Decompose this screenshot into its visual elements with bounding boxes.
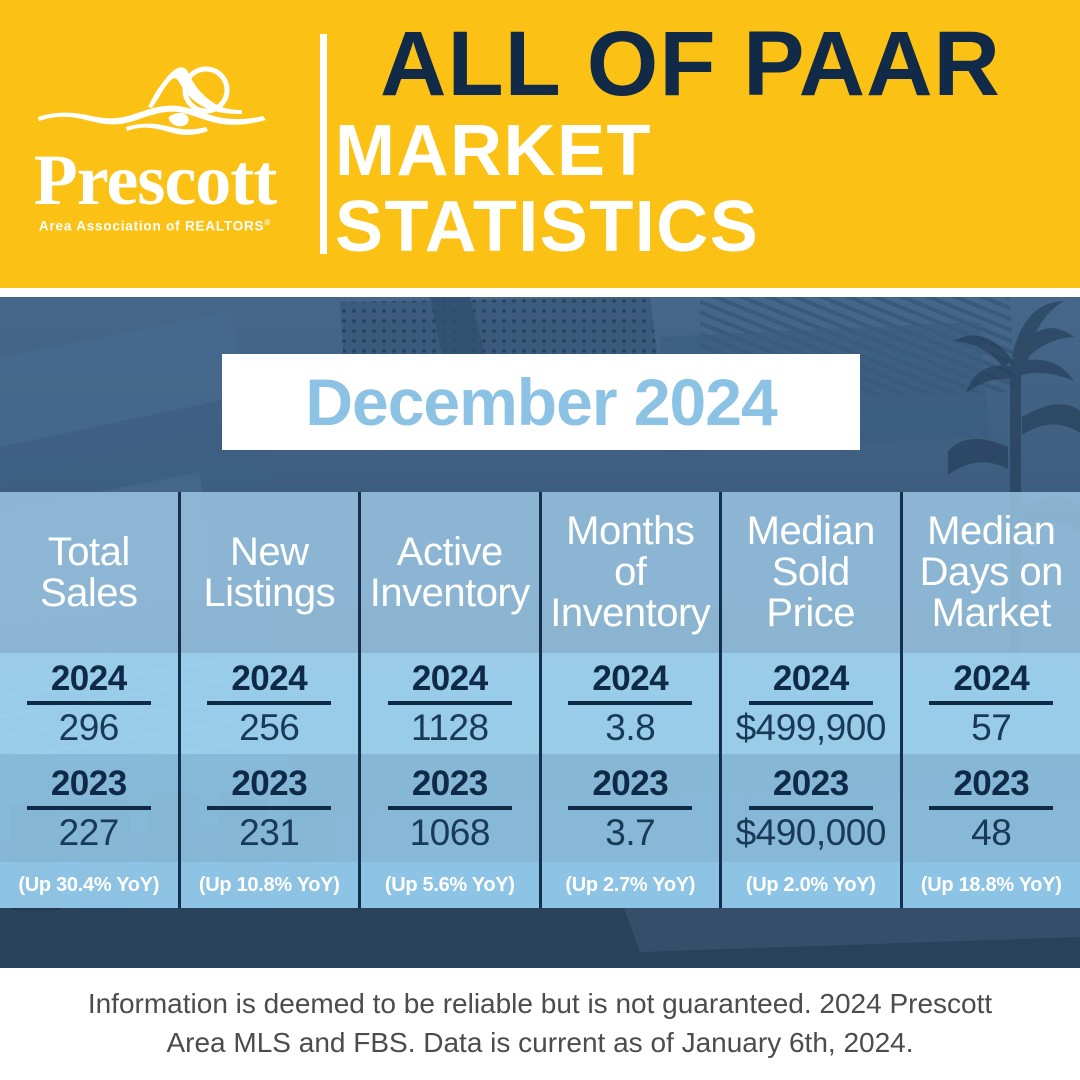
year-underline — [748, 701, 873, 705]
row-2024: 2024 296 — [0, 653, 178, 754]
period-banner: December 2024 — [222, 354, 860, 450]
row-2024: 2024 1128 — [361, 653, 539, 754]
registered-mark: ® — [264, 217, 272, 227]
value-2024: $499,900 — [735, 707, 887, 748]
value-2023: 231 — [239, 811, 300, 853]
year-label-2023: 2023 — [953, 763, 1030, 803]
year-label-2024: 2024 — [772, 659, 849, 698]
page-title: ALL OF PAAR — [380, 13, 1001, 116]
period-label: December 2024 — [305, 365, 777, 439]
header-title-group: ALL OF PAAR MARKET STATISTICS — [335, 18, 1080, 269]
year-underline — [568, 701, 693, 705]
logo-wordmark: Prescott — [33, 139, 278, 220]
footer-disclaimer: Information is deemed to be reliable but… — [0, 968, 1080, 1080]
market-statistics-table: Total Sales 2024 296 2023 227 (Up 30.4% … — [0, 492, 1080, 908]
logo-tagline-text: Area Association of REALTORS — [38, 218, 265, 234]
year-label-2023: 2023 — [231, 763, 308, 803]
header-banner: Prescott Area Association of REALTORS® A… — [0, 0, 1080, 288]
column-header: Active Inventory — [361, 492, 539, 653]
row-2024: 2024 57 — [902, 653, 1080, 754]
year-label-2023: 2023 — [772, 763, 849, 803]
column-title: Total Sales — [39, 529, 138, 615]
row-2024: 2024 3.8 — [541, 653, 719, 754]
year-underline — [387, 701, 512, 705]
column-header: Median Days on Market — [902, 492, 1080, 653]
year-label-2024: 2024 — [953, 659, 1030, 698]
row-2023: 2023 3.7 — [541, 754, 719, 862]
column-header: New Listings — [180, 492, 358, 653]
value-2024: 1128 — [410, 707, 489, 748]
stat-column-median-days-on-market: Median Days on Market 2024 57 2023 48 (U… — [902, 492, 1080, 908]
year-label-2024: 2024 — [592, 659, 669, 698]
year-underline — [207, 701, 332, 705]
year-label-2023: 2023 — [411, 763, 488, 803]
stat-column-median-sold-price: Median Sold Price 2024 $499,900 2023 $49… — [722, 492, 903, 908]
column-header: Median Sold Price — [722, 492, 900, 653]
value-2023: 227 — [58, 811, 120, 853]
value-2023: 1068 — [409, 811, 491, 853]
stat-column-active-inventory: Active Inventory 2024 1128 2023 1068 (Up… — [361, 492, 542, 908]
year-underline — [748, 805, 873, 810]
year-underline — [568, 805, 693, 810]
yoy-label: (Up 18.8% YoY) — [920, 873, 1062, 896]
value-2024: 57 — [971, 707, 1012, 748]
row-2024: 2024 $499,900 — [722, 653, 900, 754]
year-underline — [26, 805, 151, 810]
column-header: Months of Inventory — [541, 492, 719, 653]
stat-column-total-sales: Total Sales 2024 296 2023 227 (Up 30.4% … — [0, 492, 181, 908]
value-2023: $490,000 — [735, 811, 887, 853]
yoy-badge: (Up 18.8% YoY) — [902, 862, 1080, 908]
yoy-label: (Up 10.8% YoY) — [198, 873, 340, 896]
yoy-badge: (Up 5.6% YoY) — [361, 862, 539, 908]
yoy-label: (Up 2.0% YoY) — [745, 873, 876, 896]
value-2024: 256 — [239, 707, 300, 748]
logo-tagline: Area Association of REALTORS® — [39, 218, 271, 234]
disclaimer-text: Information is deemed to be reliable but… — [87, 988, 993, 1058]
year-label-2024: 2024 — [411, 659, 488, 698]
header-vertical-divider — [320, 34, 327, 254]
year-label-2024: 2024 — [50, 659, 127, 698]
yoy-badge: (Up 2.0% YoY) — [722, 862, 900, 908]
row-2023: 2023 $490,000 — [722, 754, 900, 862]
brand-logo: Prescott Area Association of REALTORS® — [0, 0, 310, 288]
stat-column-months-of-inventory: Months of Inventory 2024 3.8 2023 3.7 (U… — [541, 492, 722, 908]
yoy-label: (Up 2.7% YoY) — [565, 873, 696, 896]
page-subtitle: MARKET STATISTICS — [335, 111, 760, 267]
year-label-2023: 2023 — [592, 763, 669, 803]
value-2024: 3.8 — [605, 707, 656, 748]
year-underline — [207, 805, 332, 810]
column-title: Months of Inventory — [550, 509, 711, 635]
column-title: Active Inventory — [369, 529, 531, 615]
prescott-mountain-sun-logo-icon — [38, 66, 266, 135]
column-title: New Listings — [203, 529, 336, 615]
value-2024: 296 — [58, 707, 120, 748]
yoy-badge: (Up 30.4% YoY) — [0, 862, 178, 908]
row-2023: 2023 48 — [902, 754, 1080, 862]
year-underline — [26, 701, 151, 705]
stat-column-new-listings: New Listings 2024 256 2023 231 (Up 10.8%… — [180, 492, 361, 908]
yoy-label: (Up 30.4% YoY) — [18, 873, 160, 896]
row-2024: 2024 256 — [180, 653, 358, 754]
year-label-2024: 2024 — [231, 659, 308, 698]
yoy-badge: (Up 10.8% YoY) — [180, 862, 358, 908]
yoy-label: (Up 5.6% YoY) — [384, 873, 515, 896]
row-2023: 2023 231 — [180, 754, 358, 862]
row-2023: 2023 227 — [0, 754, 178, 862]
year-underline — [929, 701, 1054, 705]
row-2023: 2023 1068 — [361, 754, 539, 862]
column-header: Total Sales — [0, 492, 178, 653]
column-title: Median Days on Market — [919, 509, 1064, 635]
column-title: Median Sold Price — [746, 509, 876, 635]
value-2023: 3.7 — [605, 811, 656, 853]
year-underline — [387, 805, 512, 810]
yoy-badge: (Up 2.7% YoY) — [541, 862, 719, 908]
year-underline — [929, 805, 1054, 810]
value-2023: 48 — [971, 811, 1012, 853]
year-label-2023: 2023 — [50, 763, 127, 803]
